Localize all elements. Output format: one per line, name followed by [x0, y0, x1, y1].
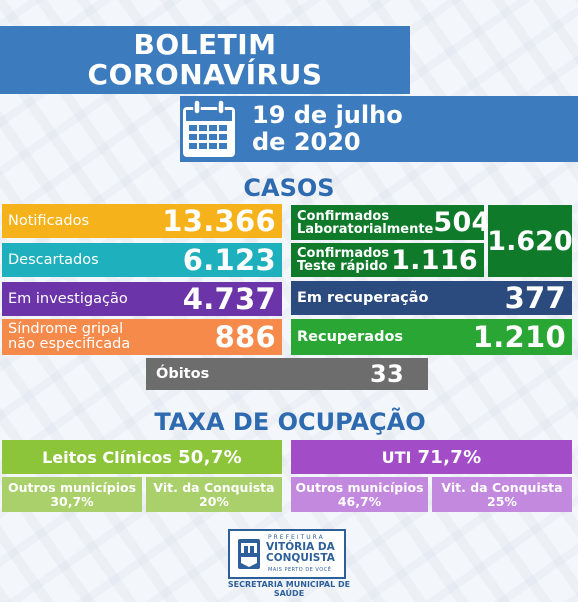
- uti-vitoria-card: Vit. da Conquista 25%: [432, 477, 572, 512]
- uti-vitoria-value: 25%: [487, 493, 517, 509]
- uti-vitoria-label: Vit. da Conquista: [441, 479, 563, 495]
- descartados-value: 6.123: [182, 243, 276, 277]
- obitos-value: 33: [370, 360, 404, 388]
- recuperados-card: Recuperados 1.210: [291, 319, 572, 355]
- uti-value: 71,7%: [417, 446, 482, 468]
- date-line-2: de 2020: [252, 128, 361, 156]
- confirmados-lab-label-line-2: Laboratorialmente: [297, 221, 434, 237]
- sindrome-value: 886: [214, 320, 276, 354]
- calendar-icon: [183, 99, 235, 157]
- taxa-title: TAXA DE OCUPAÇÃO: [154, 408, 426, 436]
- recuperacao-card: Em recuperação 377: [291, 281, 572, 315]
- city-line-2: CONQUISTA: [266, 552, 335, 564]
- confirmados-teste-label-line-1: Confirmados: [297, 246, 390, 261]
- secretaria-text: SECRETARIA MUNICIPAL DE SAÚDE: [210, 580, 368, 598]
- leitos-outros-value: 30,7%: [50, 493, 94, 509]
- leitos-value: 50,7%: [177, 446, 242, 468]
- leitos-vitoria-label: Vit. da Conquista: [153, 479, 275, 495]
- date-line-1: 19 de julho: [252, 101, 403, 129]
- slogan-text: MAIS PERTO DE VOCÊ: [268, 567, 332, 573]
- uti-outros-card: Outros municípios 46,7%: [291, 477, 428, 512]
- confirmados-lab-label-line-1: Confirmados: [297, 208, 390, 224]
- city-name: VITÓRIA DA CONQUISTA: [266, 542, 335, 564]
- investigacao-value: 4.737: [182, 282, 276, 316]
- notificados-card: Notificados 13.366: [2, 204, 282, 238]
- leitos-outros-card: Outros municípios 30,7%: [2, 477, 142, 512]
- sindrome-label-line-2: não especificada: [8, 336, 131, 352]
- confirmados-teste-label: Confirmados Teste rápido: [297, 247, 389, 273]
- uti-outros-value: 46,7%: [337, 493, 382, 509]
- uti-label: UTI: [381, 447, 412, 467]
- confirmados-teste-card: Confirmados Teste rápido 1.116: [291, 243, 484, 277]
- city-line-1: VITÓRIA DA: [266, 541, 335, 553]
- recuperacao-value: 377: [504, 281, 566, 315]
- descartados-label: Descartados: [8, 251, 99, 268]
- obitos-label: Óbitos: [156, 365, 210, 382]
- confirmados-teste-label-line-2: Teste rápido: [297, 259, 388, 274]
- recuperados-label: Recuperados: [297, 328, 404, 345]
- leitos-outros-label: Outros municípios: [7, 479, 137, 495]
- prefeitura-text: PREFEITURA: [268, 534, 325, 541]
- secretaria-line-2: SAÚDE: [273, 589, 305, 598]
- sindrome-card: Síndrome gripal não especificada 886: [2, 319, 282, 355]
- casos-title: CASOS: [243, 174, 335, 202]
- leitos-vitoria-card: Vit. da Conquista 20%: [146, 477, 282, 512]
- confirmados-total: 1.620: [487, 205, 573, 277]
- investigacao-card: Em investigação 4.737: [2, 282, 282, 316]
- recuperacao-label: Em recuperação: [297, 289, 429, 306]
- obitos-card: Óbitos 33: [146, 358, 428, 390]
- title-banner: BOLETIM CORONAVÍRUS: [0, 26, 410, 94]
- sindrome-label-line-1: Síndrome gripal: [8, 321, 124, 337]
- uti-outros-label: Outros municípios: [295, 479, 424, 495]
- secretaria-line-1: SECRETARIA MUNICIPAL DE: [227, 580, 351, 589]
- uti-card: UTI 71,7%: [291, 440, 572, 474]
- descartados-card: Descartados 6.123: [2, 243, 282, 277]
- sindrome-label: Síndrome gripal não especificada: [8, 322, 130, 352]
- investigacao-label: Em investigação: [8, 290, 128, 307]
- confirmados-lab-label: Confirmados Laboratorialmente: [297, 210, 433, 236]
- title-line-1: BOLETIM: [133, 28, 277, 61]
- leitos-vitoria-value: 20%: [199, 493, 229, 509]
- confirmados-teste-value: 1.116: [391, 244, 478, 276]
- recuperados-value: 1.210: [472, 320, 566, 354]
- date-banner: 19 de julho de 2020: [180, 96, 578, 162]
- title-line-2: CORONAVÍRUS: [87, 58, 323, 91]
- notificados-value: 13.366: [162, 204, 276, 238]
- leitos-card: Leitos Clínicos 50,7%: [2, 440, 282, 474]
- prefeitura-logo: PREFEITURA VITÓRIA DA CONQUISTA MAIS PER…: [228, 529, 346, 579]
- confirmados-lab-card: Confirmados Laboratorialmente 504: [291, 205, 490, 240]
- crest-icon: [238, 539, 260, 569]
- leitos-label: Leitos Clínicos: [42, 447, 172, 467]
- confirmados-lab-value: 504: [433, 207, 491, 238]
- notificados-label: Notificados: [8, 212, 90, 229]
